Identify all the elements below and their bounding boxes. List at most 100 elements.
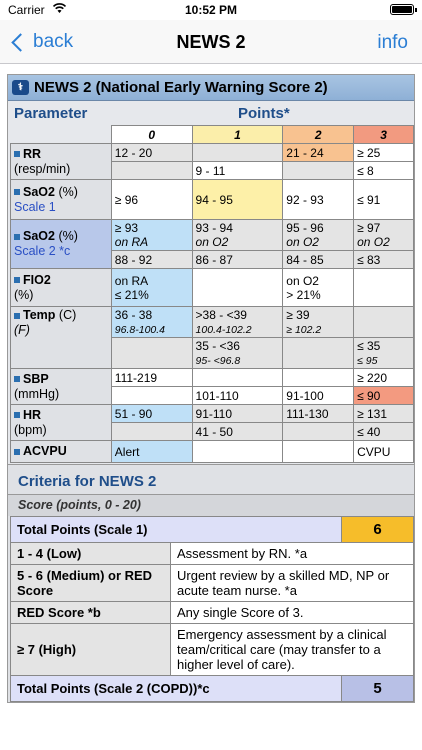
rr-row-1: RR (resp/min) 12 - 20 21 - 24 ≥ 25 — [10, 143, 414, 180]
criteria-label: 5 - 6 (Medium) or RED Score — [10, 564, 171, 602]
table-cell[interactable]: 111-130 — [282, 404, 355, 423]
table-cell[interactable]: 88 - 92 — [110, 250, 193, 269]
table-cell[interactable] — [191, 368, 284, 387]
table-cell[interactable]: 94 - 95 — [191, 179, 284, 220]
table-cell[interactable] — [110, 337, 193, 369]
table-cell[interactable] — [282, 337, 355, 369]
table-cell[interactable]: 41 - 50 — [191, 422, 284, 441]
table-cell[interactable]: 92 - 93 — [282, 179, 355, 220]
wifi-icon — [52, 2, 67, 17]
table-cell[interactable] — [353, 306, 414, 338]
total-scale1-row: Total Points (Scale 1) 6 — [10, 516, 414, 543]
table-cell[interactable]: ≥ 39 ≥ 102.2 — [282, 306, 355, 338]
criteria-row: 1 - 4 (Low) Assessment by RN. *a — [10, 542, 414, 565]
acvpu-label: ACVPU — [10, 440, 112, 463]
panel-title: NEWS 2 (National Early Warning Score 2) — [34, 79, 328, 96]
fio2-label: FIO2 (%) — [10, 268, 112, 307]
table-cell[interactable]: >38 - <39 100.4-102.2 — [191, 306, 284, 338]
stethoscope-icon: ⚕ — [12, 80, 29, 95]
table-cell[interactable]: on O2 > 21% — [282, 268, 355, 307]
table-cell[interactable]: 21 - 24 — [282, 143, 355, 162]
criteria-table: Total Points (Scale 1) 6 1 - 4 (Low) Ass… — [10, 516, 414, 702]
total-scale2-value: 5 — [341, 675, 414, 702]
criteria-desc: Urgent review by a skilled MD, NP or acu… — [170, 564, 414, 602]
acvpu-row: ACVPU Alert CVPU — [10, 440, 414, 463]
table-cell[interactable] — [110, 161, 193, 180]
table-cell[interactable]: CVPU — [353, 440, 414, 463]
table-cell[interactable]: 35 - <36 95- <96.8 — [191, 337, 284, 369]
table-cell[interactable]: ≥ 131 — [353, 404, 414, 423]
criteria-section: Criteria for NEWS 2 Score (points, 0 - 2… — [8, 464, 414, 702]
points-1: 1 — [191, 125, 284, 144]
table-cell[interactable]: 93 - 94 on O2 — [191, 219, 284, 251]
total-scale1-label: Total Points (Scale 1) — [10, 516, 342, 543]
table-cell[interactable] — [191, 268, 284, 307]
temp-row-1: Temp (C) (F) 36 - 38 96.8-100.4 >38 - <39 1… — [10, 306, 414, 369]
table-cell[interactable]: ≤ 8 — [353, 161, 414, 180]
points-heading: Points* — [238, 105, 290, 122]
criteria-heading: Criteria for NEWS 2 — [8, 464, 414, 494]
table-cell[interactable]: ≥ 220 — [353, 368, 414, 387]
table-cell[interactable]: 84 - 85 — [282, 250, 355, 269]
fio2-row: FIO2 (%) on RA ≤ 21% on O2 > 21% — [10, 268, 414, 307]
back-button[interactable]: back — [10, 31, 73, 53]
table-cell[interactable]: 9 - 11 — [191, 161, 284, 180]
carrier-label: Carrier — [8, 3, 45, 17]
battery-icon — [390, 4, 417, 15]
sao2-scale2-label: SaO2 (%) Scale 2 *c — [10, 219, 112, 269]
table-cell[interactable] — [110, 422, 193, 441]
table-cell[interactable] — [282, 368, 355, 387]
table-cell[interactable]: 86 - 87 — [191, 250, 284, 269]
table-cell[interactable]: ≥ 93 on RA — [110, 219, 193, 251]
table-cell[interactable]: Alert — [110, 440, 193, 463]
sao2-scale2-row-1: SaO2 (%) Scale 2 *c ≥ 93 on RA 93 - 94 on O… — [10, 219, 414, 269]
table-cell[interactable]: 91-110 — [191, 404, 284, 423]
sbp-label: SBP (mmHg) — [10, 368, 112, 405]
parameter-heading: Parameter — [14, 105, 88, 122]
table-header: Parameter Points* — [8, 101, 414, 125]
table-cell[interactable]: 111-219 — [110, 368, 193, 387]
table-cell[interactable]: ≥ 25 — [353, 143, 414, 162]
table-cell[interactable]: 12 - 20 — [110, 143, 193, 162]
panel-title-bar: ⚕ NEWS 2 (National Early Warning Score 2… — [8, 75, 414, 101]
sao2-scale1-label: SaO2 (%) Scale 1 — [10, 179, 112, 220]
table-cell[interactable]: ≤ 83 — [353, 250, 414, 269]
table-cell[interactable]: 51 - 90 — [110, 404, 193, 423]
table-cell[interactable] — [282, 422, 355, 441]
table-cell[interactable]: on RA ≤ 21% — [110, 268, 193, 307]
table-cell[interactable]: ≤ 91 — [353, 179, 414, 220]
hr-label: HR (bpm) — [10, 404, 112, 441]
criteria-label: 1 - 4 (Low) — [10, 542, 171, 565]
table-cell[interactable]: ≤ 35 ≤ 95 — [353, 337, 414, 369]
table-cell[interactable] — [191, 440, 284, 463]
page-title: NEWS 2 — [176, 32, 246, 52]
criteria-desc: Assessment by RN. *a — [170, 542, 414, 565]
news2-panel: ⚕ NEWS 2 (National Early Warning Score 2… — [7, 74, 415, 703]
table-cell[interactable] — [282, 440, 355, 463]
temp-row-2: 35 - <36 95- <96.8 ≤ 35 ≤ 95 — [11, 337, 414, 369]
table-cell[interactable]: ≥ 97 on O2 — [353, 219, 414, 251]
total-scale2-row: Total Points (Scale 2 (COPD))*c 5 — [10, 675, 414, 702]
info-button[interactable]: info — [377, 32, 408, 53]
table-cell[interactable]: 36 - 38 96.8-100.4 — [110, 306, 193, 338]
total-scale2-label: Total Points (Scale 2 (COPD))*c — [10, 675, 342, 702]
table-cell[interactable] — [191, 143, 284, 162]
table-cell[interactable]: ≤ 40 — [353, 422, 414, 441]
criteria-row: 5 - 6 (Medium) or RED Score Urgent revie… — [10, 564, 414, 602]
table-cell[interactable] — [282, 161, 355, 180]
table-cell[interactable]: ≥ 96 — [110, 179, 193, 220]
criteria-subheading: Score (points, 0 - 20) — [8, 494, 414, 516]
points-0: 0 — [110, 125, 193, 144]
table-cell[interactable]: 95 - 96 on O2 — [282, 219, 355, 251]
points-header-row: 0 1 2 3 — [10, 125, 414, 144]
table-cell[interactable]: 91-100 — [282, 386, 355, 405]
table-cell[interactable] — [353, 268, 414, 307]
criteria-desc: Emergency assessment by a clinical team/… — [170, 623, 414, 676]
total-scale1-value: 6 — [341, 516, 414, 543]
table-cell[interactable] — [110, 386, 193, 405]
points-2: 2 — [282, 125, 355, 144]
table-cell[interactable]: ≤ 90 — [353, 386, 414, 405]
table-cell[interactable]: 101-110 — [191, 386, 284, 405]
hr-row-1: HR (bpm) 51 - 90 91-110 111-130 ≥ 131 — [10, 404, 414, 441]
back-label: back — [33, 31, 74, 52]
